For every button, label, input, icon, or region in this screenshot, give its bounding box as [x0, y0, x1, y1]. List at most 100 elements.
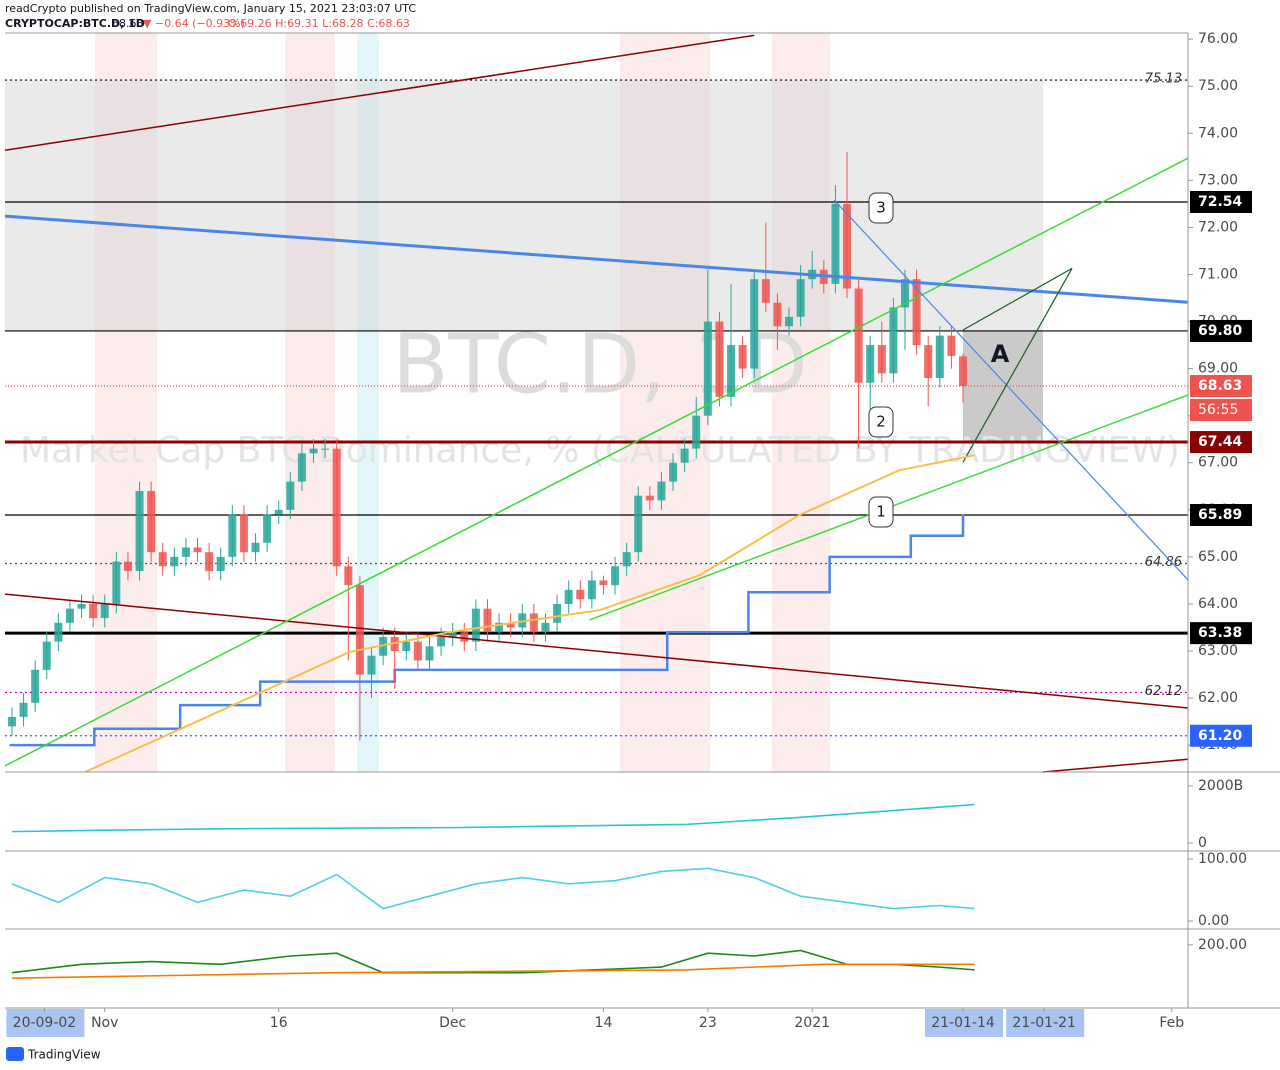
trend-line	[962, 267, 1073, 331]
candle-body	[216, 556, 225, 572]
candle-body	[19, 702, 28, 717]
countdown: 56:55	[1198, 402, 1238, 418]
candle-body	[297, 453, 306, 482]
trend-line	[4, 593, 1189, 709]
logo	[6, 1047, 24, 1061]
candle-body	[332, 448, 341, 567]
y-tick-label: 76.00	[1198, 31, 1238, 47]
x-tick-label: Feb	[1159, 1015, 1184, 1031]
candle-body	[344, 566, 353, 586]
candle-body	[750, 279, 759, 369]
candle-body	[448, 632, 457, 637]
level-label: 63.38	[1198, 625, 1242, 641]
candle-body	[529, 613, 538, 633]
footer-brand: TradingView	[27, 1048, 101, 1062]
level-box	[1190, 319, 1252, 342]
level-box	[1190, 503, 1252, 526]
candle-body	[31, 669, 40, 703]
y-tick-label: 69.00	[1198, 361, 1238, 377]
candle-body	[460, 632, 469, 642]
x-tick-box	[6, 1009, 85, 1037]
candle-body	[170, 556, 179, 567]
candle-body	[587, 580, 596, 600]
candle-body	[355, 585, 364, 675]
x-tick-label: Nov	[91, 1015, 118, 1031]
y-tick-label: 2000B	[1198, 778, 1243, 794]
candle-body	[54, 622, 63, 642]
candle-body	[506, 622, 515, 628]
candle-body	[692, 415, 701, 449]
level-label: 75.13	[1145, 72, 1182, 87]
candle-body	[645, 495, 654, 501]
candle-body	[100, 603, 109, 619]
candle-body	[785, 316, 794, 327]
annotation: 1	[876, 503, 886, 521]
symbol: CRYPTOCAP:BTC.D, 1D	[5, 17, 145, 30]
level-label: 72.54	[1198, 194, 1243, 210]
trend-line	[1042, 758, 1189, 773]
level-label: 64.86	[1145, 555, 1182, 570]
candle-body	[843, 203, 852, 289]
level-label: 68.63	[1198, 378, 1242, 394]
candle-body	[727, 345, 736, 397]
candle-body	[657, 481, 666, 501]
candle-body	[901, 279, 910, 308]
candle-body	[112, 561, 121, 604]
candle-body	[854, 288, 863, 383]
level-box	[1190, 622, 1252, 645]
trend-line	[4, 214, 1189, 304]
y-tick-label: 67.00	[1198, 455, 1238, 471]
candle-body	[796, 279, 805, 317]
trend-line	[962, 268, 1073, 463]
trend-line	[4, 34, 755, 151]
y-tick-label: 74.00	[1198, 125, 1238, 141]
candle-body	[958, 356, 967, 387]
zone	[962, 330, 1044, 443]
y-tick-label: 72.00	[1198, 219, 1238, 235]
candle-body	[924, 345, 933, 379]
x-tick-label: 14	[595, 1015, 613, 1031]
candle-body	[402, 641, 411, 652]
candle-body	[889, 307, 898, 374]
y-tick-label: 65.00	[1198, 549, 1238, 565]
candle-body	[877, 345, 886, 374]
candle-body	[669, 462, 678, 482]
candle-body	[147, 490, 156, 553]
candle-body	[773, 302, 782, 327]
candle-body	[263, 514, 272, 543]
candle-body	[65, 608, 74, 623]
indicator-line	[11, 803, 975, 833]
candle-body	[135, 490, 144, 572]
candle-body	[77, 603, 86, 609]
plot: 75.13 64.86 62.12 A 1 2 3	[4, 34, 1189, 773]
candle-body	[42, 641, 51, 670]
level-box	[1190, 724, 1252, 747]
callout	[868, 406, 894, 438]
candle-body	[321, 448, 330, 450]
candle-body	[564, 589, 573, 604]
candle-body	[703, 321, 712, 416]
y-tick-label: 0	[1198, 835, 1207, 851]
x-tick-label: 23	[699, 1015, 717, 1031]
candle-body	[158, 552, 167, 567]
candle-body	[239, 514, 248, 553]
candle-body	[715, 321, 724, 397]
candle-body	[680, 448, 689, 463]
level-label: 61.20	[1198, 728, 1243, 744]
candle-body	[123, 561, 132, 572]
callout	[868, 496, 894, 528]
countdown-box	[1190, 399, 1252, 422]
candle-body	[251, 542, 260, 553]
candle-body	[622, 552, 631, 567]
candle-body	[599, 580, 608, 586]
candle-body	[274, 509, 283, 515]
candle-body	[947, 335, 956, 356]
candle-body	[518, 613, 527, 628]
y-tick-label: 100.00	[1198, 851, 1247, 867]
candle-body	[553, 603, 562, 623]
y-tick-label: 73.00	[1198, 172, 1238, 188]
level-label: 65.89	[1198, 507, 1242, 523]
x-tick-label: Dec	[439, 1015, 466, 1031]
candle-body	[228, 514, 237, 557]
annotation: 2	[876, 413, 886, 431]
